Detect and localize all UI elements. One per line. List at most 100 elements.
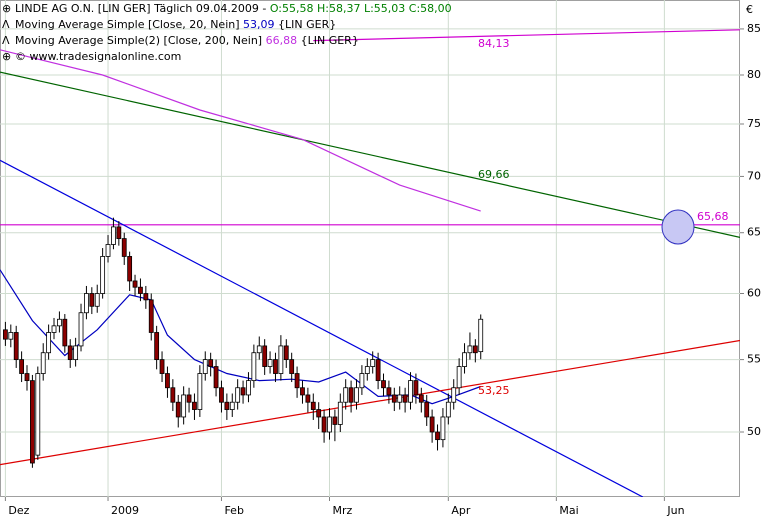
candle-body (445, 401, 451, 418)
candle-body (19, 359, 25, 374)
x-tick-label: Mrz (332, 504, 352, 517)
candle-body (170, 387, 176, 403)
candle-body (24, 373, 30, 382)
candle-body (40, 352, 46, 374)
candle-body (251, 352, 257, 382)
candle-body (111, 226, 116, 245)
overlays (0, 29, 740, 497)
candle-body (348, 387, 354, 403)
candle-body (121, 238, 127, 257)
candle-body (386, 387, 392, 396)
header: ⊕ LINDE AG O.N. [LIN GER] Täglich 09.04.2… (2, 1, 452, 65)
candle-body (478, 318, 484, 353)
copyright: ⊕ © www.tradesignalonline.com (2, 50, 182, 63)
x-tick-label: Mai (559, 504, 578, 517)
candle-body (219, 387, 224, 403)
candle-body (8, 332, 14, 340)
copyright-text: © www.tradesignalonline.com (15, 50, 182, 63)
legend-entry: ᐱ Moving Average Simple(2) [Close, 200, N… (2, 34, 359, 47)
candle-body (402, 394, 408, 403)
legend-name: Moving Average Simple(2) [Close, 200, Ne… (15, 34, 263, 47)
legend-name: Moving Average Simple [Close, 20, Nein] (15, 18, 240, 31)
candle-body (256, 345, 262, 354)
candle-body (148, 299, 154, 333)
legend-entry: ᐱ Moving Average Simple [Close, 20, Nein]… (2, 18, 337, 31)
candle-body (424, 401, 430, 418)
x-tick-label: 2009 (111, 504, 139, 517)
x-tick-label: Apr (451, 504, 471, 517)
candle-body (364, 366, 370, 374)
legend-value: 53,09 (243, 18, 275, 31)
candle-body (143, 293, 149, 301)
candle-body (359, 373, 365, 389)
candle-body (262, 345, 268, 367)
candle-body (213, 366, 219, 389)
header-row: ⊕ LINDE AG O.N. [LIN GER] Täglich 09.04.2… (2, 2, 452, 15)
candle-body (278, 345, 284, 374)
x-tick-label: Feb (224, 504, 243, 517)
candle-body (197, 373, 203, 410)
trend-label: 65,68 (697, 210, 729, 223)
candle-body (310, 401, 316, 410)
candle-body (413, 380, 419, 396)
candle-body (283, 345, 289, 361)
candle-body (343, 387, 349, 403)
candle-body (127, 256, 133, 282)
trend-line (0, 71, 740, 238)
candles (3, 217, 484, 468)
candle-body (100, 256, 106, 294)
candle-body (451, 387, 457, 403)
title: LINDE AG O.N. [LIN GER] (15, 2, 151, 15)
period: Täglich 09.04.2009 - (154, 2, 267, 15)
moving-average (0, 49, 481, 212)
candle-body (408, 380, 413, 403)
candle-body (273, 359, 278, 374)
candle-body (337, 401, 343, 425)
candle-body (300, 387, 305, 396)
candle-body (240, 387, 246, 396)
candle-body (165, 373, 170, 389)
candle-body (208, 359, 214, 367)
candle-body (316, 409, 322, 418)
candle-body (62, 318, 68, 347)
trend-label: 53,25 (478, 384, 510, 397)
ohlc: O:55,58 H:58,37 L:55,03 C:58,00 (269, 2, 452, 15)
candle-body (181, 394, 187, 418)
candle-body (78, 312, 84, 347)
candle-body (370, 359, 376, 367)
y-tick-label: 70 (747, 169, 761, 182)
candle-body (138, 286, 143, 294)
trend-line (313, 29, 740, 42)
candle-body (435, 431, 440, 441)
moving-average (0, 269, 481, 405)
candle-body (294, 373, 300, 389)
candle-body (116, 226, 122, 239)
candle-body (354, 387, 359, 403)
candle-body (375, 359, 381, 382)
candle-body (132, 280, 138, 288)
candle-body (321, 416, 327, 433)
candle-body (159, 359, 165, 374)
labels: 50 55 60 65 70 75 80 85 Dez 2009 Feb Mrz Apr Mai Jun 84… (8, 22, 761, 517)
candle-body (305, 394, 311, 403)
candle-body (467, 345, 473, 354)
candle-body (154, 332, 160, 361)
candle-body (84, 293, 89, 314)
candle-body (3, 329, 8, 340)
y-tick-label: 85 (747, 22, 761, 35)
legend-suffix: {LIN GER} (300, 34, 359, 47)
candle-body (57, 318, 62, 327)
candle-body (229, 401, 235, 410)
candle-body (418, 394, 424, 403)
candle-body (462, 352, 467, 367)
y-tick-label: 50 (747, 425, 761, 438)
candle-body (289, 359, 295, 374)
candle-body (397, 394, 403, 403)
y-tick-label: 80 (747, 68, 761, 81)
legend-value: 66,88 (265, 34, 298, 47)
candle-body (202, 359, 208, 374)
candle-body (67, 345, 73, 361)
candle-body (105, 244, 111, 257)
candle-body (89, 293, 95, 307)
